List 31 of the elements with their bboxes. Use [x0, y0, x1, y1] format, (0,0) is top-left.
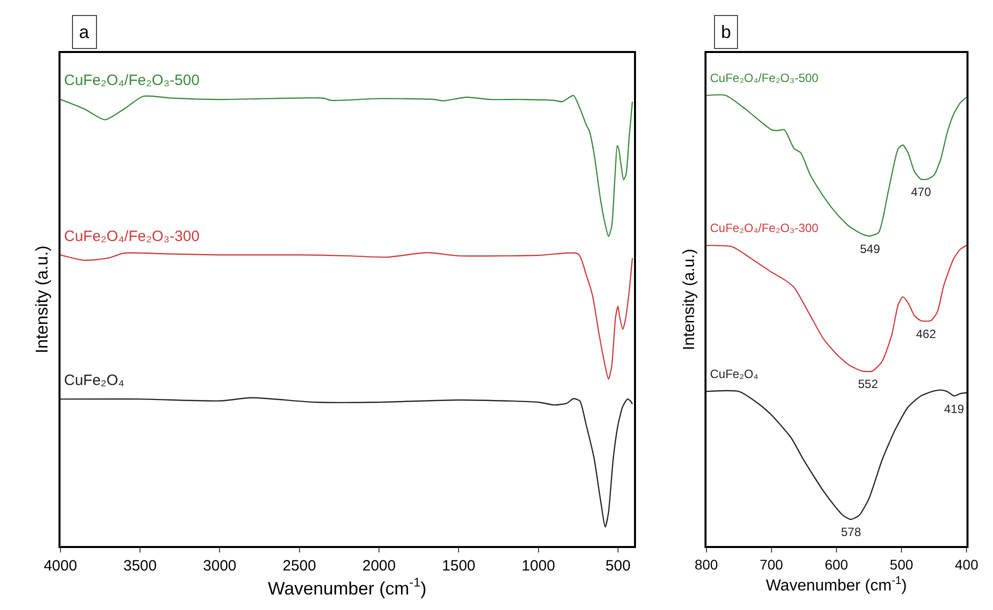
x-tick-label: 4000 [44, 558, 78, 575]
x-tick-label: 400 [954, 556, 978, 572]
series-label: CuFe₂O₄/Fe₂O₃-500 [64, 72, 200, 89]
x-tick-label: 2500 [282, 558, 316, 575]
series-label: CuFe₂O₄/Fe₂O₃-300 [64, 228, 200, 245]
series-label: CuFe₂O₄ [710, 367, 758, 381]
series-label: CuFe₂O₄/Fe₂O₃-500 [710, 71, 819, 85]
x-tick-label: 700 [760, 556, 784, 572]
x-tick-label: 500 [890, 556, 914, 572]
x-tick-label: 600 [824, 556, 848, 572]
annotation: 470 [911, 185, 932, 199]
annotation: 552 [858, 377, 878, 391]
x-tick-label: 1000 [522, 558, 556, 575]
series-label: CuFe₂O₄/Fe₂O₃-300 [710, 221, 819, 235]
x-tick-label: 800 [694, 556, 718, 572]
annotation: 462 [916, 327, 936, 341]
x-axis-title: Wavenumber (cm$^{-1}$) [268, 576, 426, 598]
text: a [79, 22, 90, 42]
y-axis-title: Intensity (a.u.) [32, 246, 52, 354]
x-tick-label: 2000 [362, 558, 396, 575]
annotation: 419 [944, 402, 964, 416]
series-label: CuFe₂O₄ [64, 372, 124, 389]
annotation: 578 [841, 525, 862, 539]
x-tick-label: 1500 [442, 558, 476, 575]
y-axis-title: Intensity (a.u.) [680, 248, 698, 350]
annotation: 549 [860, 242, 880, 256]
x-tick-label: 500 [606, 558, 631, 575]
x-axis-title: Wavenumber (cm$^{-1}$) [766, 574, 907, 595]
x-tick-label: 3000 [203, 558, 236, 575]
x-tick-label: 3500 [123, 558, 157, 575]
text: b [721, 22, 732, 42]
